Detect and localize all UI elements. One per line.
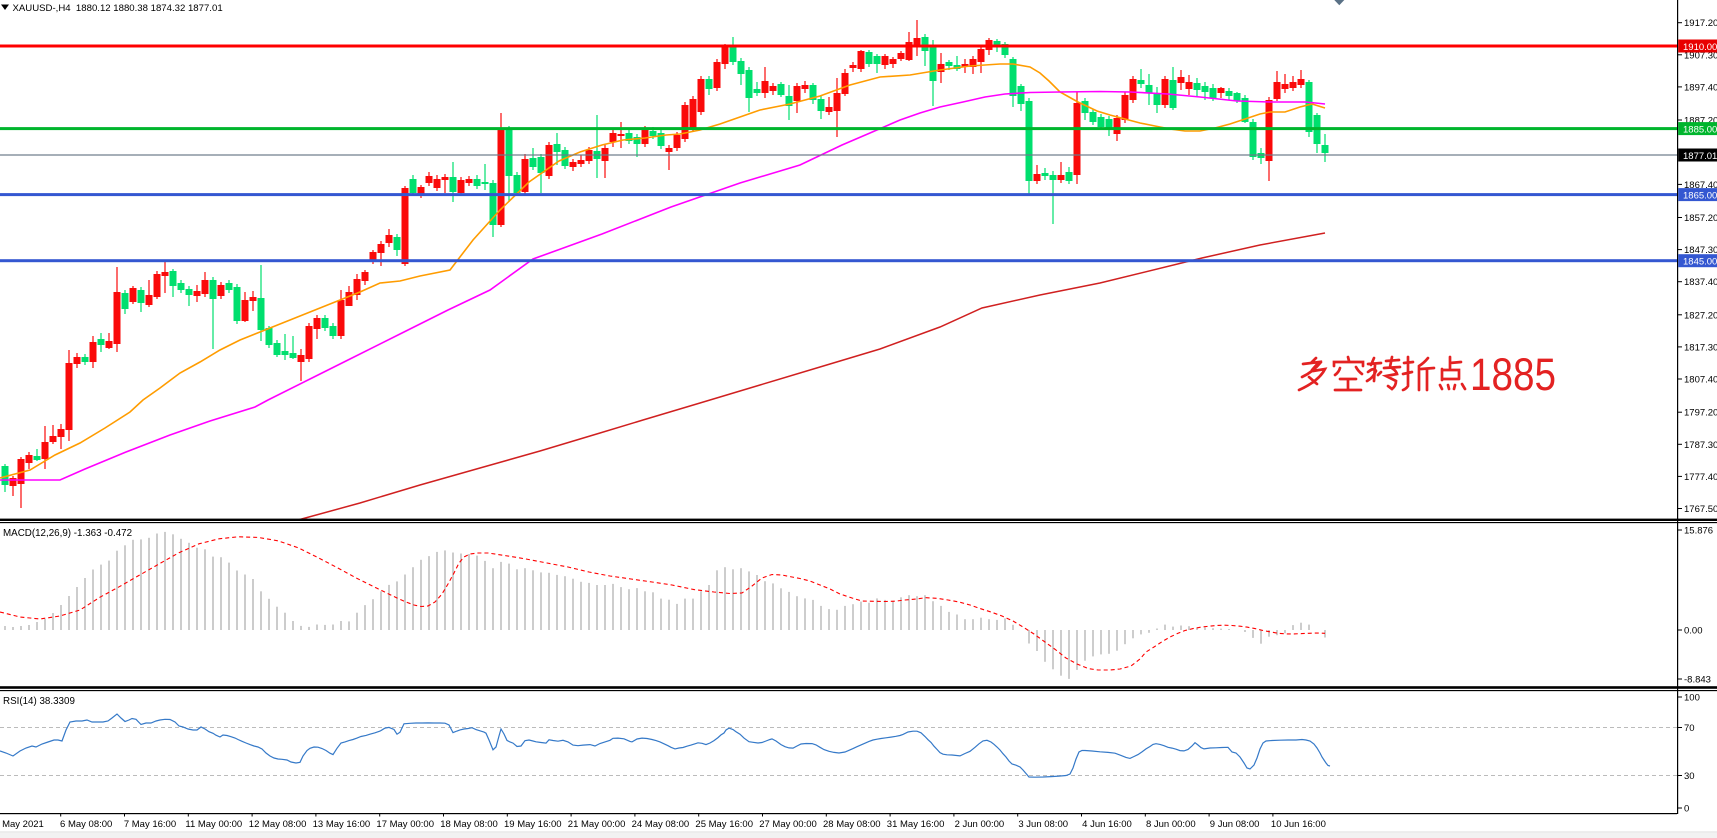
svg-text:31 May 16:00: 31 May 16:00 (887, 819, 945, 830)
svg-text:MACD(12,26,9) -1.363 -0.472: MACD(12,26,9) -1.363 -0.472 (3, 528, 132, 539)
svg-text:27 May 00:00: 27 May 00:00 (759, 819, 817, 830)
svg-text:8 Jun 00:00: 8 Jun 00:00 (1146, 819, 1196, 830)
svg-text:21 May 00:00: 21 May 00:00 (568, 819, 626, 830)
svg-text:1797.20: 1797.20 (1684, 408, 1717, 419)
svg-text:28 May 08:00: 28 May 08:00 (823, 819, 881, 830)
svg-text:6 May 08:00: 6 May 08:00 (60, 819, 112, 830)
svg-text:1867.40: 1867.40 (1684, 180, 1717, 191)
svg-text:4 Jun 16:00: 4 Jun 16:00 (1082, 819, 1132, 830)
svg-text:3 Jun 08:00: 3 Jun 08:00 (1018, 819, 1068, 830)
svg-text:1845.00: 1845.00 (1683, 257, 1717, 268)
svg-text:1817.30: 1817.30 (1684, 342, 1717, 353)
svg-text:9 Jun 08:00: 9 Jun 08:00 (1210, 819, 1260, 830)
svg-text:XAUUSD-,H4 1880.12 1880.38 18: XAUUSD-,H4 1880.12 1880.38 1874.32 1877.… (13, 3, 223, 14)
svg-text:15.876: 15.876 (1684, 526, 1713, 537)
svg-text:RSI(14) 38.3309: RSI(14) 38.3309 (3, 696, 75, 707)
svg-text:1885: 1885 (1470, 349, 1556, 400)
svg-text:1777.40: 1777.40 (1684, 472, 1717, 483)
svg-text:1887.20: 1887.20 (1684, 116, 1717, 127)
svg-text:19 May 16:00: 19 May 16:00 (504, 819, 562, 830)
svg-text:13 May 16:00: 13 May 16:00 (313, 819, 371, 830)
svg-text:1917.20: 1917.20 (1684, 18, 1717, 29)
svg-text:1827.20: 1827.20 (1684, 310, 1717, 321)
svg-text:1877.01: 1877.01 (1683, 151, 1717, 162)
svg-text:17 May 00:00: 17 May 00:00 (376, 819, 434, 830)
svg-text:1787.30: 1787.30 (1684, 440, 1717, 451)
svg-text:100: 100 (1684, 693, 1700, 704)
svg-text:1847.30: 1847.30 (1684, 245, 1717, 256)
svg-text:30: 30 (1684, 771, 1695, 782)
svg-text:18 May 08:00: 18 May 08:00 (440, 819, 498, 830)
svg-text:1857.20: 1857.20 (1684, 213, 1717, 224)
svg-text:0: 0 (1684, 804, 1689, 815)
svg-text:7 May 16:00: 7 May 16:00 (124, 819, 176, 830)
svg-text:0.00: 0.00 (1684, 626, 1703, 637)
svg-text:1885.00: 1885.00 (1683, 124, 1717, 135)
svg-text:1910.00: 1910.00 (1683, 42, 1717, 53)
svg-text:12 May 08:00: 12 May 08:00 (249, 819, 307, 830)
svg-text:1837.40: 1837.40 (1684, 277, 1717, 288)
svg-text:-8.843: -8.843 (1684, 675, 1711, 686)
svg-text:1907.30: 1907.30 (1684, 50, 1717, 61)
svg-text:1897.40: 1897.40 (1684, 82, 1717, 93)
svg-text:1767.50: 1767.50 (1684, 504, 1717, 515)
svg-text:5 May 2021: 5 May 2021 (0, 819, 44, 830)
svg-text:1865.00: 1865.00 (1683, 190, 1717, 201)
svg-text:24 May 08:00: 24 May 08:00 (632, 819, 690, 830)
svg-text:25 May 16:00: 25 May 16:00 (695, 819, 753, 830)
svg-text:1807.40: 1807.40 (1684, 375, 1717, 386)
svg-text:11 May 00:00: 11 May 00:00 (185, 819, 242, 830)
svg-text:2 Jun 00:00: 2 Jun 00:00 (955, 819, 1005, 830)
svg-text:10 Jun 16:00: 10 Jun 16:00 (1271, 819, 1326, 830)
svg-text:70: 70 (1684, 723, 1695, 734)
